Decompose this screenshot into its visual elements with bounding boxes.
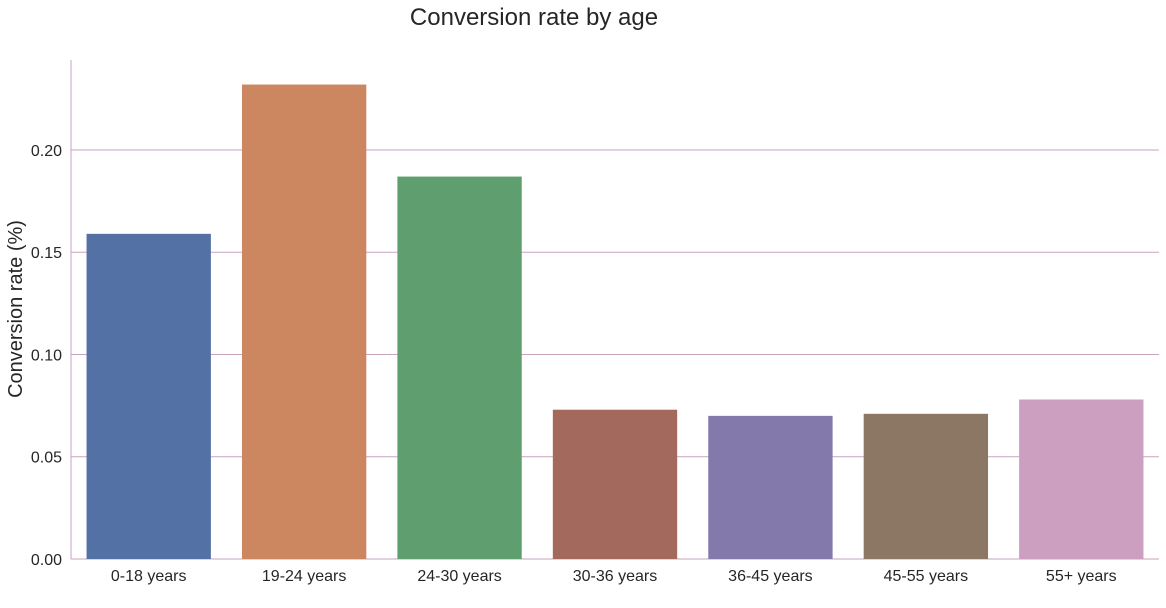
- bar-19-24-years: [241, 84, 367, 559]
- y-axis-ticks: 0.00 0.05 0.10 0.15 0.20: [31, 143, 62, 569]
- bar-45-55-years: [863, 413, 989, 559]
- bar-0-18-years: [86, 233, 211, 559]
- x-tick-label: 0-18 years: [111, 568, 187, 585]
- x-tick-label: 45-55 years: [884, 568, 969, 585]
- chart-title: Conversion rate by age: [410, 4, 658, 31]
- bars: [86, 84, 1144, 559]
- bar-30-36-years: [552, 409, 678, 559]
- y-tick-label: 0.00: [31, 552, 62, 569]
- y-tick-label: 0.10: [31, 347, 62, 364]
- bar-55-years: [1019, 399, 1144, 559]
- x-tick-label: 19-24 years: [262, 568, 347, 585]
- y-tick-label: 0.20: [31, 143, 62, 160]
- x-axis-ticks: 0-18 years 19-24 years 24-30 years 30-36 ye…: [111, 568, 1117, 585]
- x-tick-label: 30-36 years: [573, 568, 658, 585]
- bar-36-45-years: [708, 415, 833, 559]
- y-tick-label: 0.05: [31, 450, 62, 467]
- x-tick-label: 24-30 years: [417, 568, 502, 585]
- bar-24-30-years: [397, 176, 522, 559]
- y-axis-label: Conversion rate (%): [5, 220, 27, 398]
- y-tick-label: 0.15: [31, 245, 62, 262]
- x-tick-label: 55+ years: [1046, 568, 1117, 585]
- x-tick-label: 36-45 years: [728, 568, 813, 585]
